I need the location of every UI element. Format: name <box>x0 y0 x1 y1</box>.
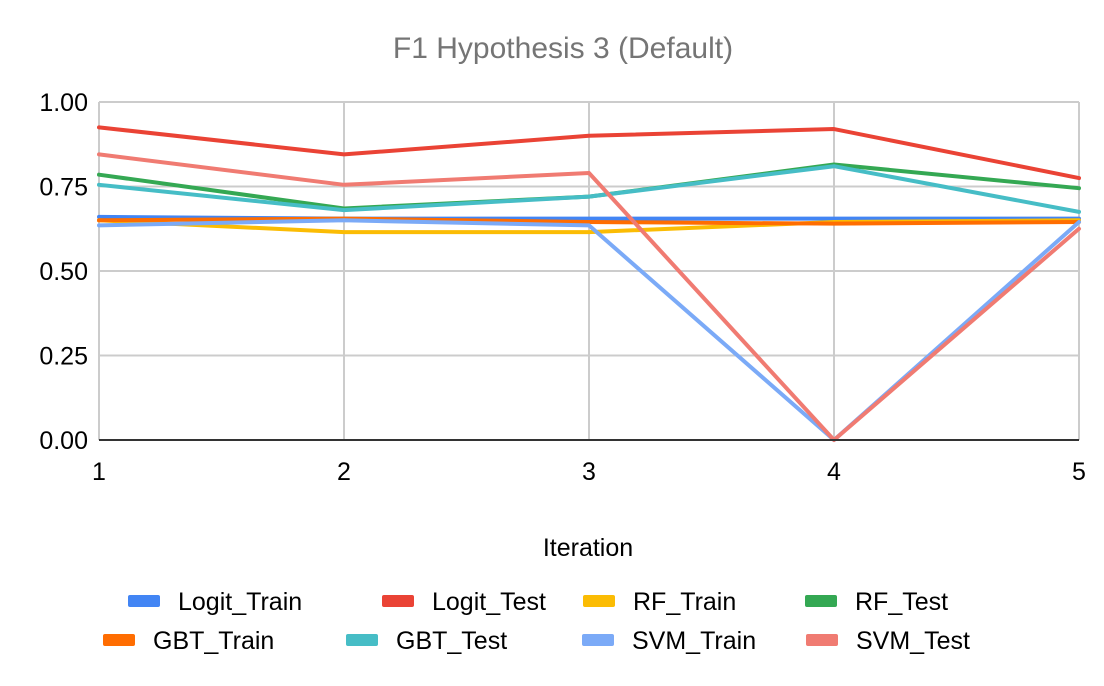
legend-label: SVM_Train <box>632 627 756 655</box>
x-axis-ticks: 1 2 3 4 5 <box>92 458 1086 486</box>
legend-item-gbt-train: GBT_Train <box>103 627 274 655</box>
y-tick-label: 0.50 <box>39 258 88 286</box>
legend-label: RF_Test <box>855 588 948 616</box>
y-tick-label: 0.25 <box>39 343 88 371</box>
series-line-logit-test <box>97 125 1081 181</box>
x-axis-title: Iteration <box>543 534 633 562</box>
x-tick-label: 4 <box>827 458 841 486</box>
grid <box>98 101 1080 440</box>
legend-label: GBT_Test <box>396 627 507 655</box>
legend-label: SVM_Test <box>856 627 970 655</box>
y-tick-label: 1.00 <box>39 89 88 117</box>
legend-swatch <box>806 634 838 646</box>
series-line-gbt-test <box>97 164 1081 214</box>
legend-swatch <box>103 634 135 646</box>
legend-swatch <box>382 595 414 607</box>
y-axis-ticks: 0.00 0.25 0.50 0.75 1.00 <box>39 89 88 455</box>
legend-swatch <box>128 595 160 607</box>
legend-item-logit-test: Logit_Test <box>382 588 546 616</box>
legend-label: RF_Train <box>633 588 736 616</box>
legend-label: GBT_Train <box>153 627 274 655</box>
y-tick-label: 0.75 <box>39 174 88 202</box>
x-tick-label: 1 <box>92 458 106 486</box>
x-tick-label: 5 <box>1072 458 1086 486</box>
series-layer <box>97 125 1081 442</box>
x-tick-label: 3 <box>582 458 596 486</box>
legend-item-gbt-test: GBT_Test <box>346 627 507 655</box>
x-tick-label: 2 <box>337 458 351 486</box>
chart-title: F1 Hypothesis 3 (Default) <box>393 32 733 65</box>
legend: Logit_Train Logit_Test RF_Train RF_Test GBT_… <box>103 588 970 655</box>
legend-label: Logit_Train <box>178 588 302 616</box>
legend-item-svm-train: SVM_Train <box>582 627 756 655</box>
legend-item-logit-train: Logit_Train <box>128 588 302 616</box>
series-line-svm-test <box>97 152 1081 442</box>
legend-swatch <box>583 595 615 607</box>
y-tick-label: 0.00 <box>39 427 88 455</box>
legend-swatch <box>805 595 837 607</box>
series-line-gbt-train <box>97 216 1081 226</box>
legend-swatch <box>346 634 378 646</box>
legend-swatch <box>582 634 614 646</box>
legend-item-svm-test: SVM_Test <box>806 627 970 655</box>
legend-item-rf-train: RF_Train <box>583 588 736 616</box>
legend-label: Logit_Test <box>432 588 546 616</box>
legend-item-rf-test: RF_Test <box>805 588 948 616</box>
